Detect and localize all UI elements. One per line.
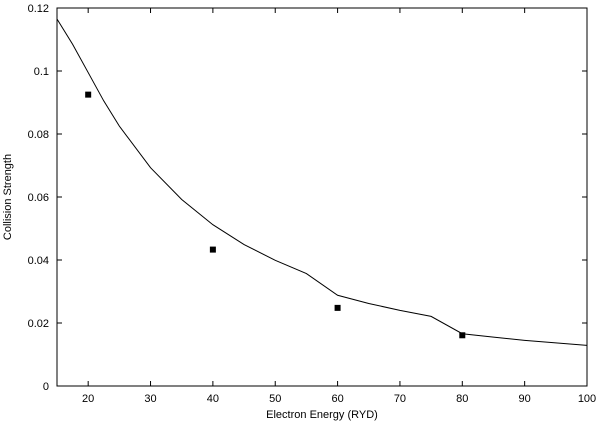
series-layer: [56, 18, 588, 346]
series-line: [56, 18, 588, 346]
x-tick-label: 40: [207, 393, 219, 405]
y-tick-label: 0: [43, 381, 49, 393]
data-point: [334, 304, 341, 311]
y-tick-label: 0.1: [34, 66, 49, 78]
x-tick-label: 20: [82, 393, 94, 405]
x-tick-label: 80: [456, 393, 468, 405]
y-tick-label: 0.04: [28, 255, 49, 267]
data-point: [209, 246, 216, 253]
y-tick-label: 0.02: [28, 318, 49, 330]
x-tick-label: 30: [144, 393, 156, 405]
x-tick-label: 100: [578, 393, 596, 405]
y-axis-label: Collision Strength: [2, 154, 14, 240]
data-point: [85, 91, 92, 98]
data-point: [459, 332, 466, 339]
plot-frame: [56, 7, 588, 387]
x-axis-ticks: 20 30 40 50 60 70 80 90 100: [82, 8, 596, 405]
x-tick-label: 70: [394, 393, 406, 405]
x-axis-label: Electron Energy (RYD): [266, 409, 378, 421]
y-tick-label: 0.06: [28, 192, 49, 204]
x-tick-label: 50: [269, 393, 281, 405]
y-tick-label: 0.12: [28, 3, 49, 15]
x-tick-label: 60: [331, 393, 343, 405]
y-tick-label: 0.08: [28, 129, 49, 141]
x-tick-label: 90: [519, 393, 531, 405]
y-axis-ticks: 0 0.02 0.04 0.06 0.08 0.1 0.12: [28, 3, 587, 393]
